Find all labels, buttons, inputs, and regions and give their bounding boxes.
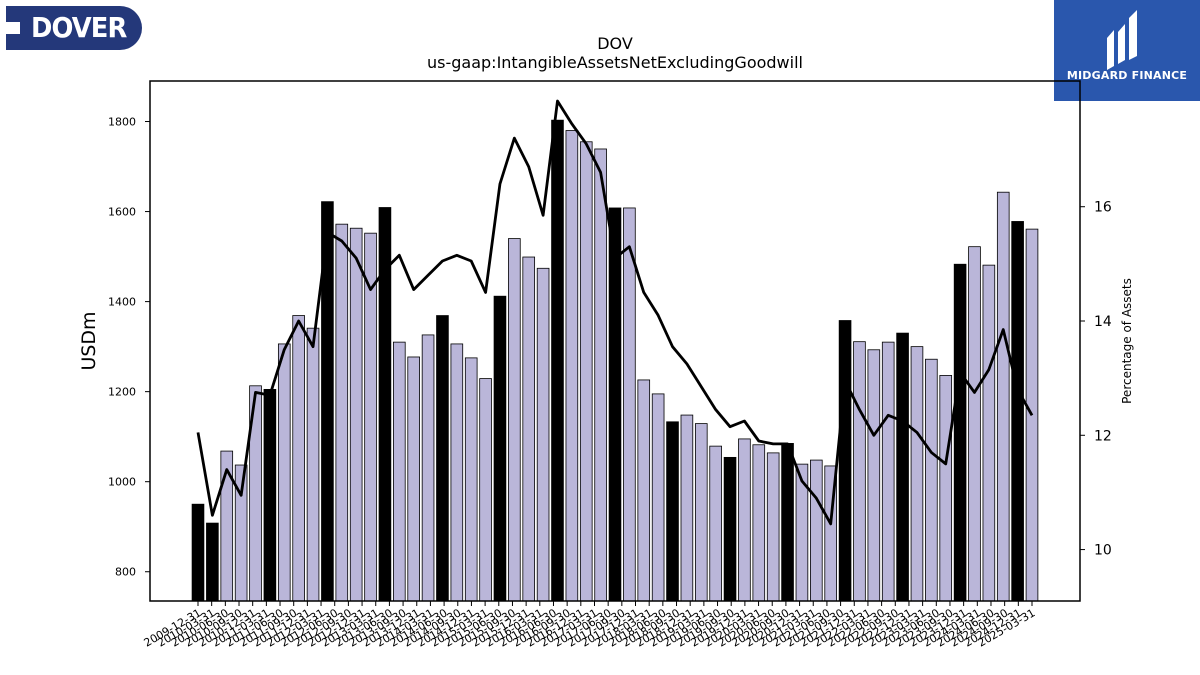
bar-2022-09-30 [925,358,938,602]
bar-2013-06-30 [393,341,406,602]
bar-2009-12-31 [191,503,205,602]
bar-2011-06-30 [277,343,291,602]
y-tick-label: 1600 [108,206,136,219]
bar-2022-03-31 [896,332,909,602]
bar-2015-06-30 [508,238,521,602]
bar-2019-03-31 [723,456,737,602]
bar-2015-09-30 [522,256,536,602]
bar-2014-06-30 [450,343,464,602]
bar-2017-12-31 [651,393,665,602]
percentage-of-assets-line [196,99,1034,526]
bar-2017-03-31 [608,207,622,602]
y-axis-left: 800 1000 1200 1400 1600 1800 [108,116,150,579]
bar-2020-09-30 [810,459,823,602]
bar-2021-03-31 [838,320,852,602]
bar-2023-03-31 [953,263,967,602]
bar-2019-12-31 [766,452,780,602]
y-tick-label: 1800 [108,116,136,129]
bar-2011-03-31 [263,388,277,602]
y2-tick-label: 14 [1094,314,1112,330]
bar-2021-06-30 [853,341,866,602]
bar-2020-03-31 [781,443,794,602]
bar-2014-09-30 [464,357,478,602]
bar-2018-09-30 [694,423,708,602]
midgard-logo-text: MIDGARD FINANCE [1066,69,1188,82]
bar-2013-12-31 [421,334,435,602]
bar-2024-03-31 [1011,221,1024,602]
bar-2016-06-30 [565,130,579,602]
bar-2023-06-30 [968,246,981,602]
bar-2016-12-31 [594,148,607,602]
bar-2012-09-30 [349,227,363,602]
bar-2019-09-30 [752,444,766,602]
bar-2018-12-31 [709,445,722,602]
dover-logo-notch [6,22,20,34]
chart-subtitle: us-gaap:IntangibleAssetsNetExcludingGood… [427,53,803,72]
bar-2013-09-30 [407,356,420,602]
bar-2019-06-30 [738,438,751,602]
bar-2010-03-31 [206,522,219,602]
y2-tick-label: 12 [1094,428,1112,444]
bar-2022-06-30 [910,346,924,602]
bar-2016-09-30 [579,141,593,602]
dover-logo-text: DOVER [31,11,127,44]
bar-2017-06-30 [623,207,636,602]
bar-2011-09-30 [292,315,305,602]
bar-series [191,119,1039,602]
midgard-mark-icon [1107,10,1137,70]
y-tick-label: 1200 [108,386,136,399]
bar-2015-03-31 [493,295,507,602]
bar-2015-12-31 [536,267,550,602]
y2-axis-label: Percentage of Assets [1120,278,1134,404]
y2-tick-label: 10 [1094,543,1112,559]
bar-2023-12-31 [996,191,1010,602]
bar-2012-06-30 [335,223,349,602]
y-tick-label: 800 [115,566,136,579]
y-axis-right: 10 12 14 16 [1080,200,1112,559]
bar-2017-09-30 [637,379,651,602]
bar-2021-09-30 [867,349,881,602]
bar-2023-09-30 [982,264,996,602]
y2-tick-label: 16 [1094,200,1112,216]
bar-2022-12-31 [939,375,953,602]
x-axis: 2009-12-312010-03-312010-06-302010-09-30… [142,601,1038,650]
bar-2018-03-31 [666,421,679,602]
y-axis-label: USDm [78,311,100,370]
bar-2016-03-31 [551,119,564,602]
bar-2021-12-31 [881,341,895,602]
chart-title: DOV [597,34,633,53]
y-tick-label: 1000 [108,476,136,489]
bar-2018-06-30 [680,414,694,602]
line-series [196,99,1034,526]
dover-logo-badge [6,6,142,50]
bar-2014-03-31 [436,315,449,602]
y-tick-label: 1400 [108,296,136,309]
bar-2011-12-31 [306,327,320,602]
midgard-finance-logo: MIDGARD FINANCE [1054,0,1200,101]
plot-frame [149,80,1081,602]
bar-2014-12-31 [479,378,492,602]
dover-logo: DOVER [6,6,142,50]
